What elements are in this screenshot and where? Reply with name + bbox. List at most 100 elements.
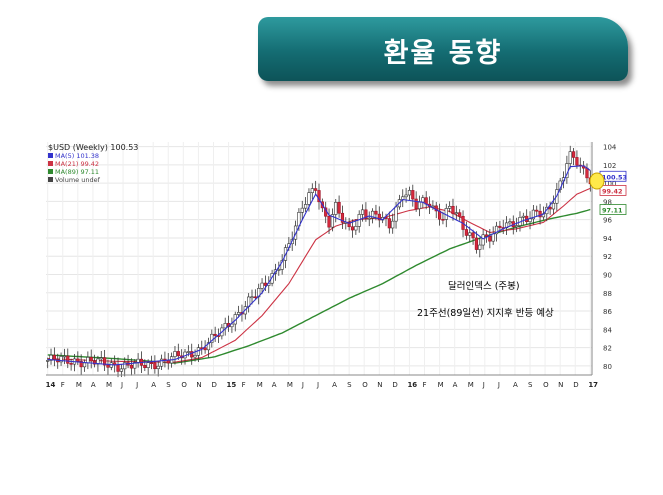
candle-body <box>411 190 415 200</box>
value-tag-box <box>599 185 627 196</box>
candle-body <box>535 209 539 212</box>
candle-body <box>103 357 107 366</box>
candle-body <box>203 347 207 351</box>
candle-body <box>133 362 137 369</box>
candle-body <box>116 364 120 372</box>
candle-body <box>458 212 462 217</box>
candle-body <box>374 210 378 215</box>
x-tick-label: O <box>362 381 368 389</box>
candle-body <box>79 361 83 368</box>
value-tag-label: 97.11 <box>602 207 623 215</box>
candle-body <box>468 232 472 236</box>
candle-body <box>464 229 468 236</box>
candle-body <box>59 356 63 363</box>
candle-body <box>86 357 90 364</box>
candle-body <box>76 358 80 362</box>
candle-body <box>230 323 234 328</box>
y-tick-label: 100 <box>603 180 616 188</box>
highlight-circle <box>589 172 605 190</box>
candle-body <box>123 362 127 370</box>
candle-body <box>186 351 190 353</box>
x-tick-label: N <box>196 381 201 389</box>
candle-body <box>370 210 375 219</box>
slide-title-banner: 환율 동향 <box>258 17 628 81</box>
value-tag-box <box>599 204 627 215</box>
candle-body <box>391 220 395 229</box>
y-tick-label: 94 <box>603 235 612 243</box>
x-tick-label: S <box>528 381 533 389</box>
legend-swatch <box>48 177 53 182</box>
legend-swatch <box>48 161 53 166</box>
candle-body <box>176 351 180 357</box>
candle-body <box>310 188 314 193</box>
x-tick-label: J <box>482 381 485 389</box>
candle-body <box>49 354 53 361</box>
candle-body <box>153 362 157 370</box>
slide-title: 환율 동향 <box>383 38 503 69</box>
candle-body <box>143 365 147 368</box>
value-tags: 100.53 99.42 97.11 <box>599 170 627 215</box>
candle-body <box>237 312 241 315</box>
candle-body <box>149 362 154 364</box>
x-tick-label: 14 <box>46 381 56 389</box>
x-tick-label: A <box>513 381 518 389</box>
x-tick-label: J <box>316 381 319 389</box>
candle-body <box>253 296 257 299</box>
x-tick-label: J <box>135 381 138 389</box>
candle-body <box>347 222 351 228</box>
x-tick-label: F <box>61 381 65 389</box>
x-tick-label: D <box>573 381 578 389</box>
x-tick-label: S <box>166 381 171 389</box>
candle-body <box>421 197 425 203</box>
y-tick-label: 92 <box>603 253 612 261</box>
candle-body <box>538 210 542 218</box>
candle-body <box>364 209 368 219</box>
legend-entry: MA(21) 99.42 <box>55 160 99 168</box>
x-tick-label: F <box>242 381 246 389</box>
candle-body <box>407 190 412 196</box>
x-tick-label: M <box>438 381 444 389</box>
candle-body <box>69 363 73 365</box>
legend-entry: Volume undef <box>55 176 101 184</box>
candle-body <box>66 355 70 364</box>
x-tick-label: D <box>211 381 216 389</box>
candle-body <box>488 235 492 242</box>
candle-body <box>568 151 572 164</box>
x-tick-label: M <box>257 381 263 389</box>
legend-swatch <box>48 169 53 174</box>
candle-body <box>263 282 268 286</box>
x-tick-label: J <box>497 381 500 389</box>
candle-body <box>210 333 214 343</box>
candle-body <box>193 355 197 358</box>
moving-average-line <box>47 165 591 366</box>
candle-body <box>250 296 254 299</box>
y-tick-label: 96 <box>603 217 612 225</box>
candle-body <box>441 218 445 221</box>
annotation-note: 21주선(89일선) 지지후 반등 예상 <box>417 308 554 319</box>
ma5-line-group <box>47 165 591 366</box>
candle-body <box>521 215 525 218</box>
x-tick-label: O <box>543 381 549 389</box>
legend: $USD (Weekly) 100.53 MA(5) 101.38MA(21) … <box>48 143 138 184</box>
candle-body <box>304 204 308 209</box>
y-tick-label: 82 <box>603 345 612 353</box>
candle-body <box>498 225 502 228</box>
chart-title: $USD (Weekly) 100.53 <box>48 143 138 152</box>
y-tick-label: 104 <box>603 144 617 152</box>
x-tick-label: J <box>301 381 304 389</box>
x-tick-label: J <box>120 381 123 389</box>
plot-area <box>46 142 601 375</box>
candle-body <box>508 221 512 224</box>
x-tick-label: A <box>453 381 458 389</box>
candle-body <box>106 364 110 368</box>
x-tick-label: 16 <box>407 381 417 389</box>
candle-body <box>340 212 345 223</box>
x-tick-label: O <box>181 381 187 389</box>
candle-body <box>571 151 576 158</box>
candle-body <box>414 198 418 210</box>
candle-body <box>260 282 264 289</box>
candle-body <box>404 194 408 198</box>
candle-body <box>478 244 482 250</box>
candle-body <box>159 358 164 367</box>
